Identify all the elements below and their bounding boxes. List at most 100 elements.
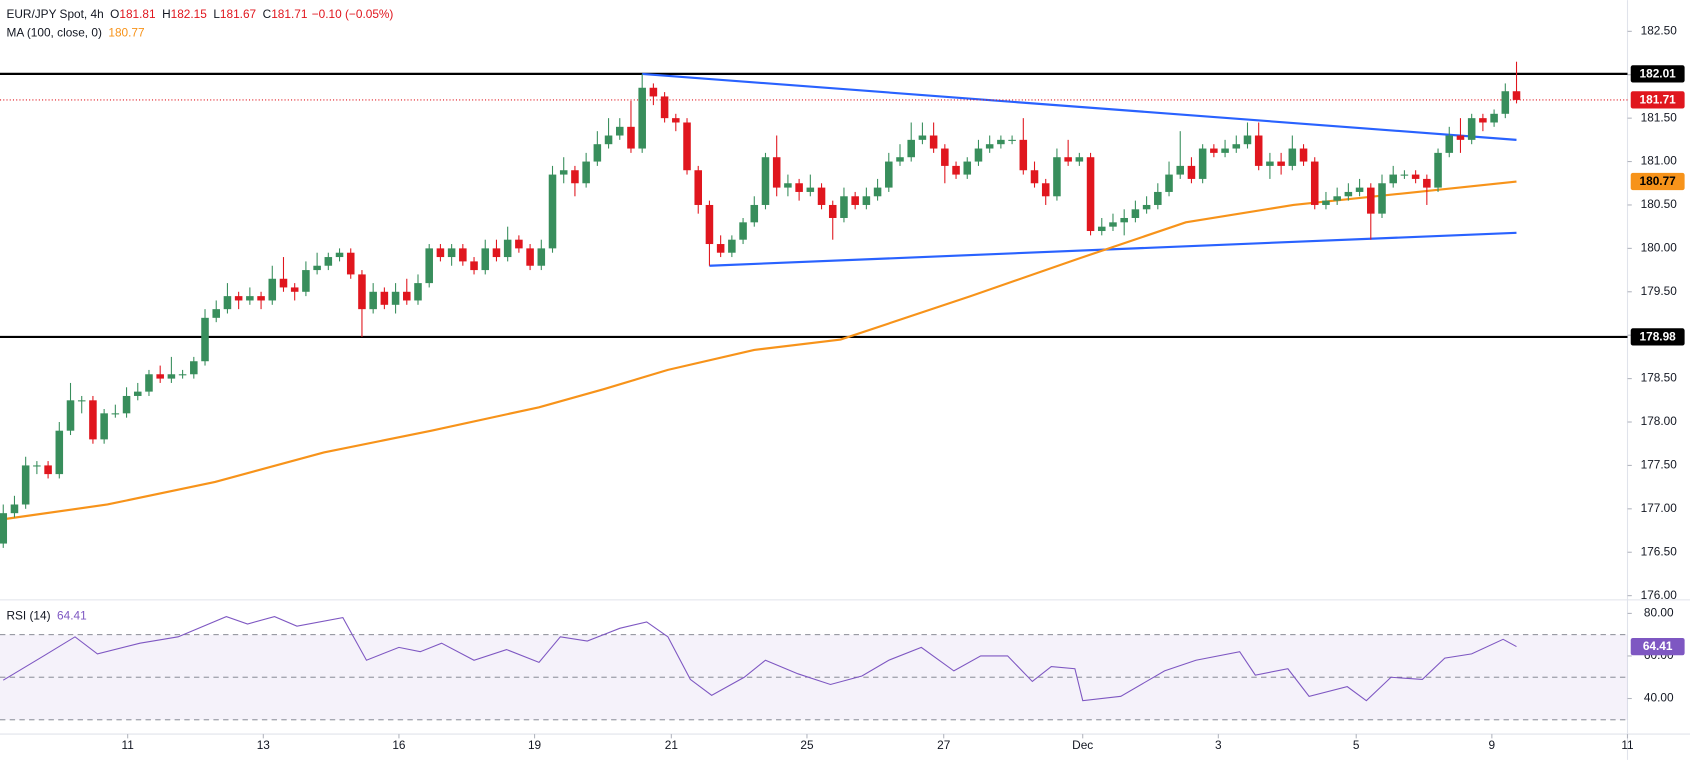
x-tick-label: 16 — [392, 738, 406, 752]
price-label: 180.77 — [1640, 174, 1677, 188]
rsi-band-fill — [0, 634, 1628, 720]
candle-body — [649, 87, 658, 97]
candle-body — [0, 513, 8, 544]
candle-body — [705, 204, 714, 245]
candle-body — [1221, 148, 1229, 153]
candle-body — [593, 144, 602, 162]
candle-body — [660, 96, 669, 119]
candle-body — [1232, 144, 1241, 149]
x-tick-label: 27 — [937, 738, 950, 752]
candle-body — [750, 204, 759, 223]
candle-body — [885, 161, 893, 188]
candle-body — [582, 161, 590, 184]
candle-body — [873, 187, 882, 197]
candle-body — [223, 296, 232, 310]
candle-body — [290, 287, 299, 292]
candle-body — [1053, 157, 1061, 197]
candle-body — [246, 296, 254, 301]
ma-name: MA (100, close, 0) — [6, 26, 102, 40]
candle-body — [234, 296, 243, 301]
candle-body — [918, 135, 927, 140]
candle-body — [784, 183, 792, 188]
candle-body — [806, 187, 815, 192]
candle-body — [974, 148, 983, 162]
candle-body — [66, 400, 75, 431]
y-tick-label: 182.50 — [1641, 23, 1678, 37]
price-label-box — [1630, 328, 1685, 346]
y-tick-label: 181.00 — [1641, 154, 1678, 168]
candle-body — [369, 291, 377, 310]
x-tick-label: 21 — [665, 738, 679, 752]
candle-body — [694, 170, 703, 205]
candle-body — [985, 144, 994, 149]
ohlc-key: H — [162, 7, 171, 21]
candle-body — [447, 248, 456, 258]
candle-body — [571, 170, 579, 184]
x-tick-label: 5 — [1353, 738, 1360, 752]
candle-body — [1154, 191, 1162, 205]
ohlc-key: C — [263, 7, 272, 21]
candle-body — [391, 291, 400, 305]
candle-body — [346, 252, 355, 275]
candle-body — [1210, 148, 1218, 153]
candle-body — [963, 161, 972, 175]
x-tick-label: 25 — [800, 738, 814, 752]
candle-body — [403, 291, 411, 301]
candle-body — [77, 400, 86, 402]
candle-body — [828, 204, 837, 218]
x-tick-label: 19 — [528, 738, 542, 752]
candle-body — [33, 465, 41, 467]
chart-header: EUR/JPY Spot, 4h O181.81 H182.15 L181.67 C18… — [6, 7, 393, 21]
candle-body — [133, 391, 142, 396]
candle-body — [851, 196, 859, 205]
candle-body — [335, 252, 344, 258]
candle-body — [1277, 161, 1285, 166]
candle-body — [268, 278, 277, 301]
ma-value: 180.77 — [108, 26, 144, 40]
candle-body — [1299, 148, 1308, 162]
candle-body — [1322, 200, 1330, 205]
candle-body — [1176, 165, 1185, 175]
candle-body — [1400, 174, 1409, 176]
candle-body — [380, 291, 389, 305]
candle-body — [21, 465, 30, 505]
candle-body — [1064, 157, 1072, 162]
candle-body — [1479, 118, 1487, 123]
candle-body — [683, 122, 691, 171]
candle-body — [279, 278, 288, 288]
candle-body — [907, 139, 915, 158]
candle-body — [1266, 161, 1274, 166]
candle-body — [1456, 135, 1465, 140]
candle-body — [212, 309, 221, 318]
candle-body — [10, 504, 19, 514]
x-tick-label: 11 — [1621, 738, 1634, 752]
ohlc-key: L — [213, 7, 220, 21]
candle-body — [1367, 187, 1375, 214]
candle-body — [862, 196, 871, 205]
price-label-box — [1630, 637, 1685, 656]
rsi-tick-label: 40.00 — [1644, 691, 1674, 705]
trendline — [709, 231, 1517, 267]
candle-body — [1120, 217, 1128, 223]
candle-body — [672, 118, 680, 123]
price-label: 181.71 — [1640, 93, 1677, 107]
rsi-name: RSI (14) — [6, 609, 50, 623]
y-tick-label: 179.50 — [1641, 284, 1678, 298]
x-tick-label: 11 — [122, 738, 135, 752]
candle-body — [761, 157, 770, 205]
candle-body — [1355, 187, 1364, 192]
candle-body — [1490, 113, 1498, 123]
candle-body — [257, 296, 265, 301]
candle-body — [952, 165, 960, 175]
y-tick-label: 178.50 — [1641, 371, 1678, 385]
candle-body — [627, 126, 635, 149]
candle-body — [1467, 118, 1476, 140]
candle-body — [459, 248, 467, 262]
candle-body — [1411, 174, 1420, 179]
x-tick-label: 3 — [1215, 738, 1222, 752]
candle-body — [1131, 209, 1140, 218]
candle-body — [1445, 135, 1454, 153]
candle-body — [1434, 152, 1442, 188]
candle-body — [100, 413, 108, 440]
